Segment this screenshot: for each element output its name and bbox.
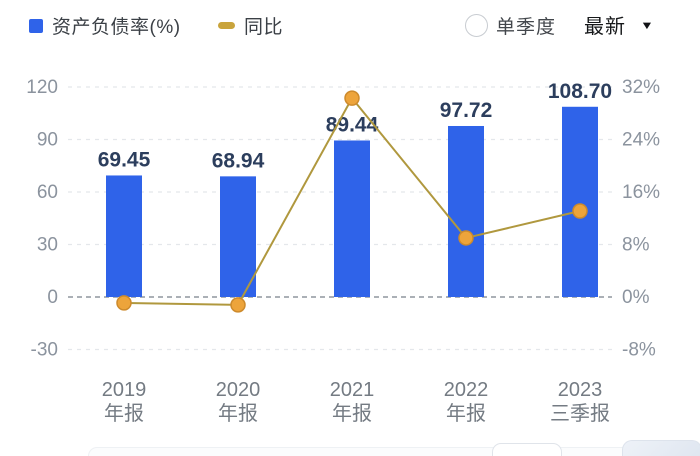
x-axis-label: 2022 年报: [444, 379, 489, 425]
bar-2021: [334, 140, 370, 297]
right-axis-tick: 0%: [622, 287, 650, 308]
left-axis-tick: 0: [47, 287, 58, 308]
left-axis-tick: 120: [26, 77, 58, 98]
right-axis-tick: 16%: [622, 182, 660, 203]
bar-2019: [106, 175, 142, 297]
left-axis-tick: 30: [37, 235, 58, 256]
cutoff-button-fragment-active: [622, 440, 700, 456]
yoy-point-2019: [116, 295, 132, 311]
bar-2022: [448, 125, 484, 298]
cutoff-button-fragment: [492, 443, 562, 456]
right-axis-tick: 24%: [622, 130, 660, 151]
caret-down-icon: ▼: [640, 18, 654, 31]
chart-header: 资产负债率(%) 同比 单季度 最新 ▼: [0, 0, 700, 52]
right-axis-tick: 32%: [622, 77, 660, 98]
single-quarter-radio[interactable]: 单季度: [465, 12, 556, 39]
legend-label-yoy: 同比: [244, 17, 284, 38]
x-axis-label: 2020 年报: [216, 379, 261, 425]
chart-canvas[interactable]: 120 32% 90 24% 60 16% 30 8% 0 0% -30 -8% 69.45 68.94 8…: [0, 60, 700, 430]
left-axis-tick: -30: [31, 340, 58, 361]
latest-period-label: 最新: [584, 16, 626, 38]
legend-label-debt-ratio: 资产负债率(%): [52, 17, 181, 38]
bar-2020: [220, 176, 256, 297]
bar-value-label: 97.72: [440, 99, 493, 122]
right-axis-tick: -8%: [622, 340, 656, 361]
right-axis-tick: 8%: [622, 235, 650, 256]
left-axis-tick: 60: [37, 182, 58, 203]
left-axis-tick: 90: [37, 130, 58, 151]
radio-circle-icon: [465, 14, 488, 37]
next-card-top-edge: [88, 447, 700, 456]
x-axis-label: 2021 年报: [330, 379, 375, 425]
bar-value-label: 69.45: [98, 148, 151, 171]
bar-value-label: 68.94: [212, 149, 265, 172]
x-axis-label: 2023 三季报: [550, 379, 610, 425]
yoy-point-2020: [230, 297, 246, 313]
yoy-point-2023: [572, 203, 588, 219]
bar-series-swatch-icon: [29, 18, 43, 33]
single-quarter-label: 单季度: [496, 17, 557, 38]
yoy-point-2022: [458, 230, 474, 246]
x-axis-label: 2019 年报: [102, 379, 147, 425]
bar-2023: [562, 106, 598, 298]
latest-period-dropdown[interactable]: 最新 ▼: [584, 10, 654, 39]
yoy-point-2021: [344, 90, 360, 106]
bar-value-label: 89.44: [326, 113, 379, 136]
legend-item-yoy[interactable]: 同比: [218, 12, 283, 39]
legend-item-debt-ratio[interactable]: 资产负债率(%): [29, 12, 181, 39]
bar-value-label: 108.70: [548, 80, 612, 103]
line-series-swatch-icon: [218, 22, 235, 29]
